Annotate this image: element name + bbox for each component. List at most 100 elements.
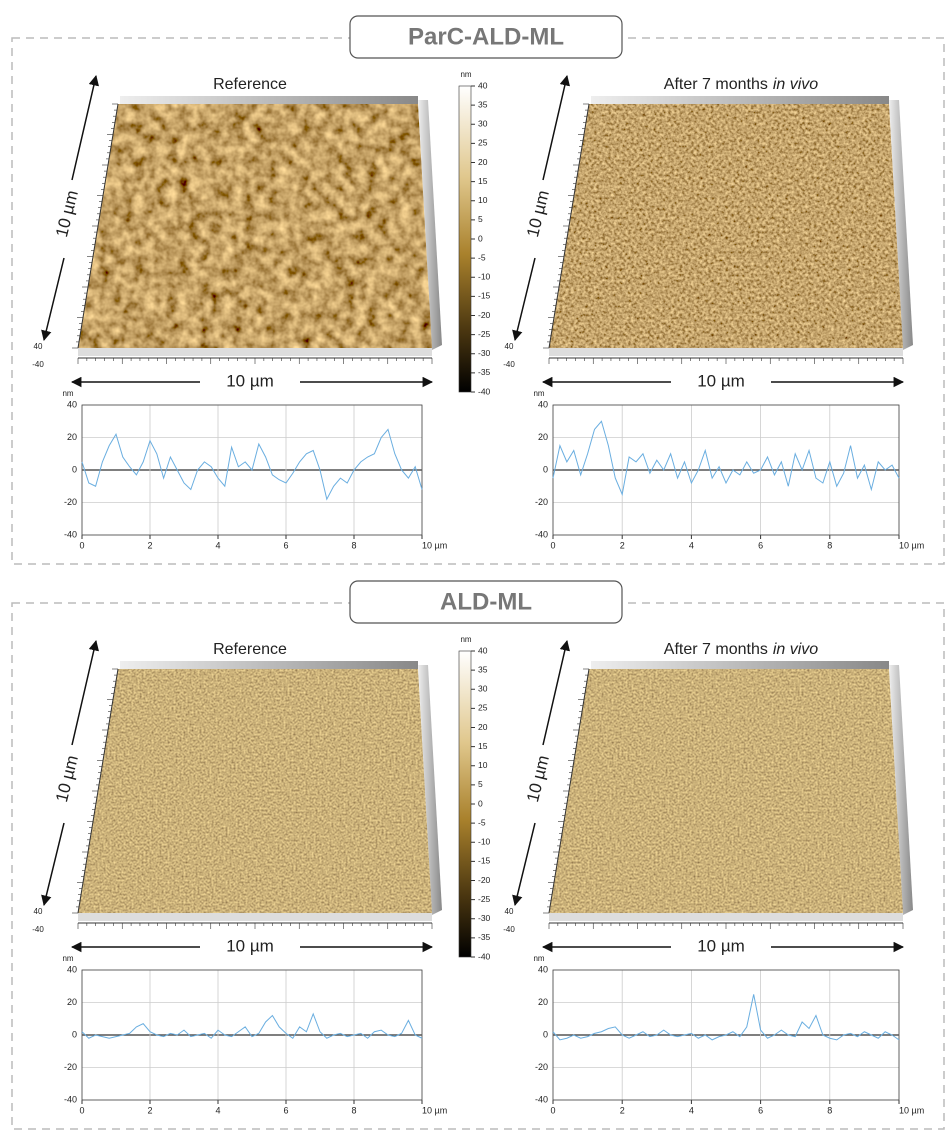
plot-frame xyxy=(552,404,900,536)
x-tick-label: 4 xyxy=(215,1105,220,1115)
arrow xyxy=(512,822,536,907)
y-tick-label: 20 xyxy=(538,997,548,1007)
x-tick-label: 2 xyxy=(147,1105,152,1115)
colorbar xyxy=(458,650,472,958)
y-size-label: 10 µm xyxy=(52,188,82,239)
z-top-label: 40 xyxy=(505,907,514,916)
image-label-text: After 7 months xyxy=(664,641,768,658)
colorbar-tick-label: 0 xyxy=(478,233,483,243)
x-tick-label: 8 xyxy=(827,1105,832,1115)
image-label: Reference xyxy=(213,76,287,93)
x-size-label: 10 µm xyxy=(226,936,274,955)
colorbar-tick-label: 15 xyxy=(478,741,488,751)
panel-title: ALD-ML xyxy=(440,588,532,615)
y-axis-label: nm xyxy=(62,954,73,963)
colorbar-tick-label: -10 xyxy=(478,837,491,847)
image-label: Reference xyxy=(213,641,287,658)
y-tick-label: -40 xyxy=(535,1094,548,1104)
profile-line xyxy=(552,420,900,497)
colorbar-unit: nm xyxy=(460,70,471,79)
surface-side-wall xyxy=(889,100,913,350)
colorbar-tick-label: -40 xyxy=(478,951,491,961)
image-label-text: After 7 months xyxy=(664,76,768,93)
y-tick-label: 40 xyxy=(67,399,77,409)
y-axis-label: nm xyxy=(533,954,544,963)
colorbar-tick-label: -10 xyxy=(478,272,491,282)
y-tick-label: -40 xyxy=(64,1094,77,1104)
colorbar-tick-label: 10 xyxy=(478,195,488,205)
arrow xyxy=(71,639,99,746)
surface-side-wall xyxy=(418,100,442,350)
plot-frame xyxy=(552,969,900,1101)
profile-line xyxy=(81,428,423,501)
afm-surface xyxy=(78,669,432,913)
y-size-label: 10 µm xyxy=(523,188,553,239)
afm-surface xyxy=(549,104,903,348)
x-tick-label: 10 µm xyxy=(899,1105,924,1115)
afm-surface xyxy=(549,669,903,913)
surface-front-wall xyxy=(78,348,432,356)
colorbar-tick-label: -5 xyxy=(478,252,486,262)
colorbar-tick-label: 35 xyxy=(478,664,488,674)
x-tick-label: 0 xyxy=(79,540,84,550)
y-axis-label: nm xyxy=(533,389,544,398)
z-bottom-label: -40 xyxy=(32,360,44,369)
colorbar-tick-label: -15 xyxy=(478,856,491,866)
surface-front-wall xyxy=(549,348,903,356)
y-tick-label: 20 xyxy=(67,432,77,442)
y-tick-label: 0 xyxy=(543,1029,548,1039)
image-label-italic: in vivo xyxy=(773,76,818,93)
x-size-label: 10 µm xyxy=(697,371,745,390)
x-size-label: 10 µm xyxy=(697,936,745,955)
afm-surface xyxy=(78,104,432,348)
y-tick-label: 40 xyxy=(67,964,77,974)
y-tick-label: 0 xyxy=(72,1029,77,1039)
panel-title-box xyxy=(349,580,623,624)
arrow xyxy=(41,822,65,907)
arrow xyxy=(41,257,65,342)
colorbar-tick-label: 5 xyxy=(478,779,483,789)
x-tick-label: 8 xyxy=(827,540,832,550)
x-tick-label: 6 xyxy=(283,1105,288,1115)
colorbar-tick-label: 20 xyxy=(478,157,488,167)
z-bottom-label: -40 xyxy=(503,925,515,934)
colorbar-tick-label: 15 xyxy=(478,176,488,186)
colorbar-tick-label: -15 xyxy=(478,291,491,301)
image-label: After 7 months in vivo xyxy=(664,76,819,93)
colorbar-tick-label: -35 xyxy=(478,367,491,377)
colorbar-tick-label: 0 xyxy=(478,798,483,808)
surface-front-wall xyxy=(549,913,903,921)
surface-back-wall xyxy=(591,96,889,106)
panel-title: ParC-ALD-ML xyxy=(408,23,564,50)
y-tick-label: 40 xyxy=(538,399,548,409)
z-bottom-label: -40 xyxy=(503,360,515,369)
y-tick-label: 20 xyxy=(538,432,548,442)
colorbar-tick-label: 5 xyxy=(478,214,483,224)
colorbar-tick-label: -5 xyxy=(478,817,486,827)
colorbar-tick-label: -25 xyxy=(478,329,491,339)
plot-frame xyxy=(81,404,423,536)
x-tick-label: 10 µm xyxy=(422,1105,447,1115)
x-size-label: 10 µm xyxy=(226,371,274,390)
x-tick-label: 2 xyxy=(620,1105,625,1115)
y-size-label: 10 µm xyxy=(523,753,553,804)
x-tick-label: 2 xyxy=(620,540,625,550)
colorbar-tick-label: 40 xyxy=(478,645,488,655)
y-axis-label: nm xyxy=(62,389,73,398)
surface-front-wall xyxy=(78,913,432,921)
arrow xyxy=(71,74,99,181)
colorbar-unit: nm xyxy=(460,635,471,644)
x-tick-label: 2 xyxy=(147,540,152,550)
image-label-text: Reference xyxy=(213,641,287,658)
profile-line xyxy=(81,1012,423,1039)
surface-side-wall xyxy=(418,665,442,915)
x-tick-label: 4 xyxy=(689,1105,694,1115)
x-tick-label: 8 xyxy=(351,1105,356,1115)
colorbar-tick-label: 25 xyxy=(478,703,488,713)
x-tick-label: 0 xyxy=(550,540,555,550)
x-tick-label: 6 xyxy=(758,540,763,550)
x-tick-label: 4 xyxy=(215,540,220,550)
image-label-text: Reference xyxy=(213,76,287,93)
image-label-italic: in vivo xyxy=(773,641,818,658)
